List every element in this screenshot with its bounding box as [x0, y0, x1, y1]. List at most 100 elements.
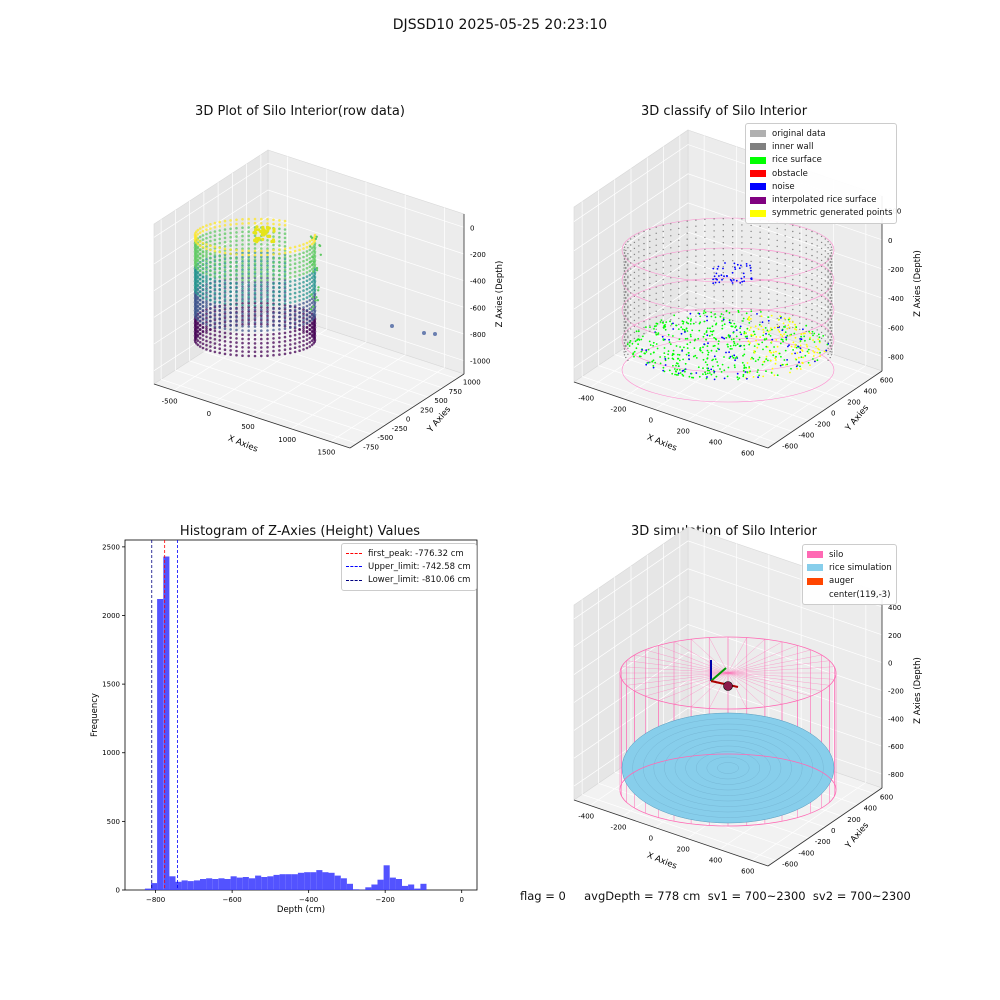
raw-point — [213, 317, 217, 320]
raw-point — [260, 337, 263, 341]
classify-rice-point — [678, 369, 681, 371]
classify-rice-point — [762, 331, 765, 334]
raw-point — [205, 274, 208, 278]
classify-rice-point — [701, 351, 704, 354]
raw-point — [272, 248, 275, 252]
classify-wall-point — [805, 330, 807, 333]
classify-wall-point — [633, 331, 636, 334]
raw-point — [229, 286, 232, 289]
raw-point — [302, 312, 305, 316]
histogram-bar — [279, 874, 286, 890]
classify-rice-point — [677, 365, 680, 368]
classify-rice-point — [711, 359, 713, 362]
raw-point — [205, 262, 208, 265]
classify-wall-point — [649, 270, 651, 273]
raw-point — [205, 320, 208, 324]
raw-x-tick: 0 — [207, 410, 211, 418]
raw-point — [253, 221, 257, 225]
raw-point — [213, 258, 217, 261]
classify-rice-point — [736, 372, 739, 375]
raw-point — [311, 263, 314, 266]
classify-rice-point — [766, 346, 769, 348]
classify-wall-point — [792, 278, 794, 281]
classify-rice-point — [730, 325, 733, 328]
raw-point — [229, 302, 232, 306]
classify-rice-point — [687, 317, 690, 320]
raw-point — [272, 278, 275, 281]
raw-point — [283, 268, 287, 272]
classify-rice-point — [794, 352, 796, 355]
raw-point — [253, 333, 257, 337]
classify-rice-point — [774, 362, 777, 365]
classify-wall-point — [638, 269, 640, 271]
classify-rice-point — [640, 338, 643, 341]
classify-rice-point — [749, 326, 752, 329]
classify-wall-point — [643, 230, 645, 233]
raw-point — [305, 258, 309, 262]
classify-wall-point — [759, 297, 761, 299]
raw-point — [253, 253, 257, 257]
raw-point — [278, 286, 281, 289]
classify-rice-point — [714, 316, 717, 319]
classify-rice-point — [788, 326, 791, 329]
classify-noise-point — [723, 275, 725, 278]
raw-point — [293, 266, 297, 270]
raw-point — [308, 248, 312, 252]
classify-rice-point — [750, 318, 752, 320]
classify-wall-point — [638, 335, 640, 337]
classify-wall-point — [638, 317, 640, 319]
raw-point — [235, 235, 238, 238]
raw-point — [235, 320, 238, 323]
raw-point — [205, 291, 208, 295]
classify-wall-point — [638, 239, 640, 241]
raw-point — [289, 318, 292, 321]
classify-rice-point — [706, 369, 709, 372]
classify-wall-point — [776, 251, 778, 254]
classify-wall-point — [670, 283, 672, 285]
raw-point — [266, 341, 269, 345]
classify-wall-point — [623, 339, 625, 341]
classify-wall-point — [816, 233, 818, 235]
classify-wall-point — [627, 263, 629, 265]
classify-rice-point — [746, 327, 749, 330]
classify-wall-point — [695, 225, 697, 227]
raw-point — [310, 272, 314, 275]
raw-point — [260, 258, 263, 261]
rice-simulation-mesh — [632, 718, 824, 818]
raw-point — [293, 338, 297, 341]
classify-legend-item: interpolated rice surface — [750, 193, 892, 206]
raw-point — [260, 276, 263, 280]
classify-wall-point — [638, 233, 640, 235]
raw-point — [241, 304, 244, 307]
classify-rice-point — [759, 336, 762, 338]
classify-wall-point — [816, 317, 818, 319]
classify-rice-point — [685, 353, 688, 356]
histogram-x-tick: 0 — [459, 896, 463, 904]
raw-point — [253, 312, 257, 316]
classify-wall-point — [623, 246, 626, 248]
classify-wall-point — [816, 299, 818, 301]
raw-point — [247, 253, 250, 257]
classify-rice-point — [669, 320, 671, 323]
raw-point — [289, 351, 292, 355]
classify-rice-point — [823, 350, 826, 353]
raw-point — [298, 269, 301, 273]
classify-rice-point — [672, 364, 674, 367]
raw-point — [223, 228, 227, 231]
raw-point — [205, 283, 208, 286]
cls-y-tick: 0 — [831, 410, 835, 418]
cls-grid-y — [598, 365, 793, 432]
classify-wall-point — [686, 226, 688, 228]
raw-point — [247, 322, 250, 326]
raw-point — [205, 327, 208, 330]
classify-wall-point — [655, 232, 657, 234]
classify-rice-point — [819, 351, 821, 354]
raw-point — [302, 331, 305, 334]
classify-wall-point — [662, 302, 664, 305]
classify-wall-point — [627, 281, 629, 283]
classify-wall-point — [820, 319, 823, 322]
classify-wall-point — [623, 261, 625, 263]
raw-point — [272, 303, 275, 307]
classify-wall-point — [805, 234, 807, 237]
raw-point — [305, 254, 309, 257]
